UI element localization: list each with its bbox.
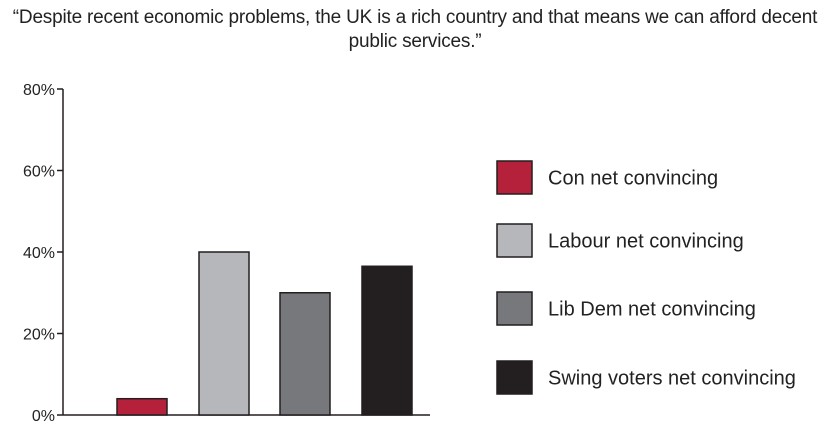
bar <box>116 397 168 416</box>
bar <box>279 292 331 416</box>
legend-label: Con net convincing <box>548 168 718 190</box>
bar <box>361 265 413 416</box>
legend-swatch <box>496 360 533 395</box>
legend-label: Lib Dem net convincing <box>548 299 756 321</box>
chart-title: “Despite recent economic problems, the U… <box>12 7 818 52</box>
legend-label: Swing voters net convincing <box>548 368 796 390</box>
y-tick-label: 60% <box>23 164 55 181</box>
legend: Con net convincing Labour net convincing L… <box>496 160 796 395</box>
y-tick-label: 20% <box>23 327 55 344</box>
legend-swatch <box>496 160 533 195</box>
bars <box>116 251 413 416</box>
legend-swatch <box>496 291 533 326</box>
legend-label: Labour net convincing <box>548 231 744 253</box>
legend-item: Con net convincing <box>496 160 718 195</box>
y-tick-label: 40% <box>23 245 55 262</box>
legend-swatch <box>496 223 533 258</box>
y-tick-label: 0% <box>32 408 55 425</box>
legend-item: Swing voters net convincing <box>496 360 796 395</box>
legend-item: Lib Dem net convincing <box>496 291 756 326</box>
y-tick-label: 80% <box>23 82 55 99</box>
bar <box>198 251 250 416</box>
legend-item: Labour net convincing <box>496 223 744 258</box>
